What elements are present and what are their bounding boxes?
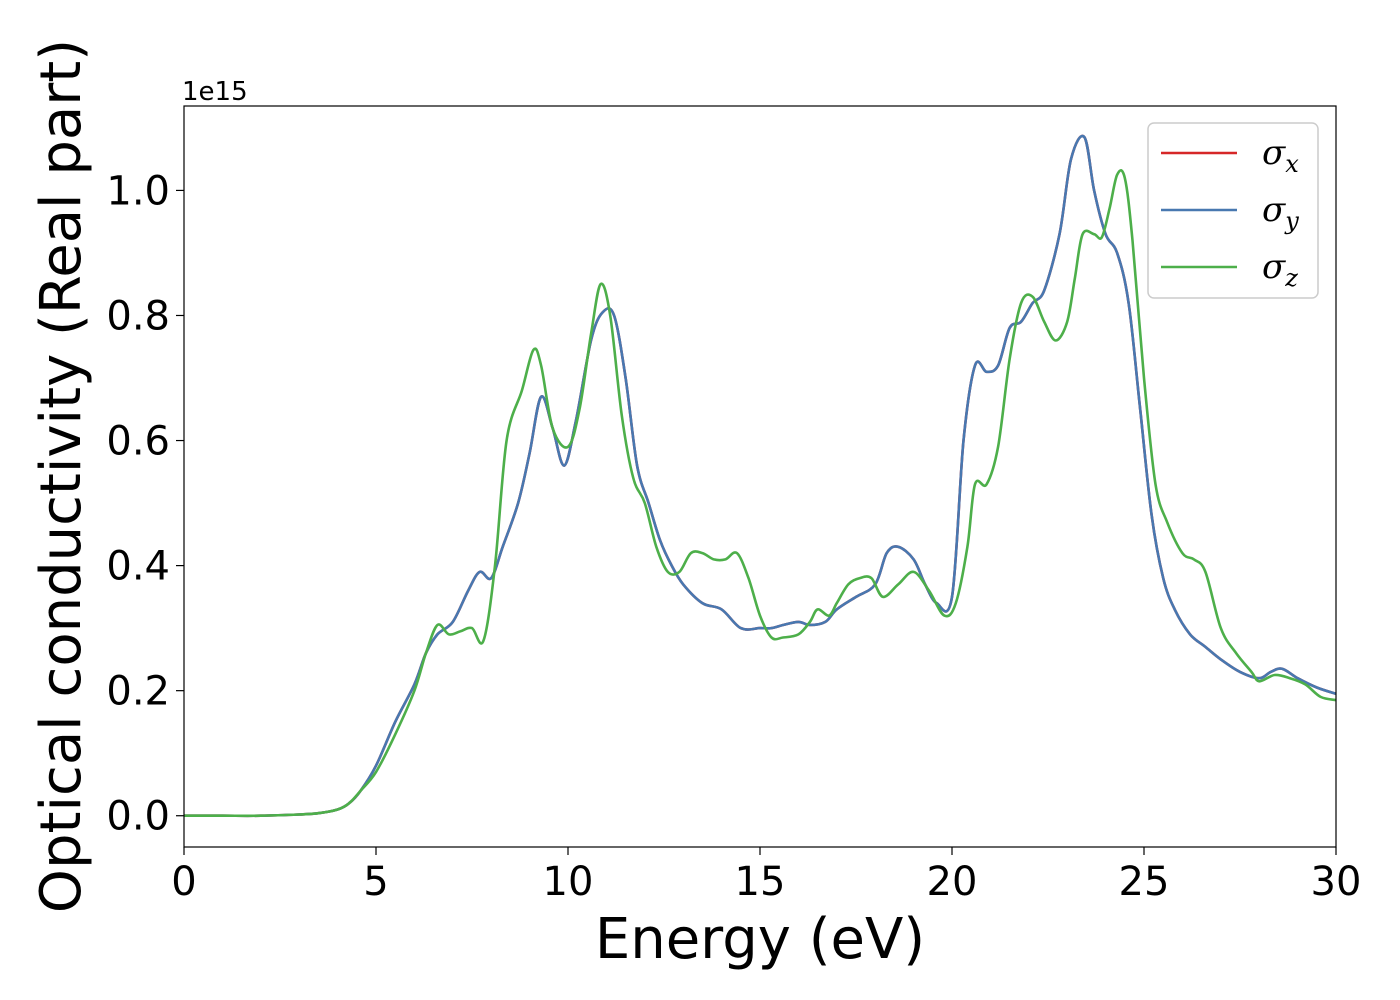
x-tick-label: 15 (735, 859, 786, 905)
series-line-y (183, 134, 1337, 818)
legend: σx σy σz (1147, 122, 1319, 299)
y-tick-label: 0.6 (106, 419, 170, 465)
x-tick-label: 10 (543, 859, 594, 905)
x-tick-label: 20 (927, 859, 978, 905)
plot-background (184, 106, 1336, 847)
y-tick-label: 1.0 (106, 168, 170, 214)
x-tick-label: 25 (1119, 859, 1170, 905)
legend-label-y: σy (1262, 190, 1299, 235)
y-tick-label: 0.2 (106, 669, 170, 715)
y-axis-title: Optical conductivity (Real part) (29, 39, 94, 913)
x-tick-label: 0 (171, 859, 196, 905)
x-tick-label: 30 (1311, 859, 1362, 905)
y-offset-label: 1e15 (182, 77, 248, 107)
series-layer (183, 134, 1337, 818)
y-axis-ticks: 0.0 0.2 0.4 0.6 0.8 1.0 (106, 168, 184, 840)
legend-label-x: σx (1262, 133, 1299, 178)
legend-label-z: σz (1262, 247, 1298, 292)
y-tick-label: 0.4 (106, 544, 170, 590)
y-tick-label: 0.8 (106, 293, 170, 339)
y-tick-label: 0.0 (106, 794, 170, 840)
series-line-z (183, 169, 1337, 818)
x-axis-title: Energy (eV) (595, 907, 925, 972)
x-axis-ticks: 0 5 10 15 20 25 30 (171, 847, 1361, 905)
x-tick-label: 5 (363, 859, 388, 905)
